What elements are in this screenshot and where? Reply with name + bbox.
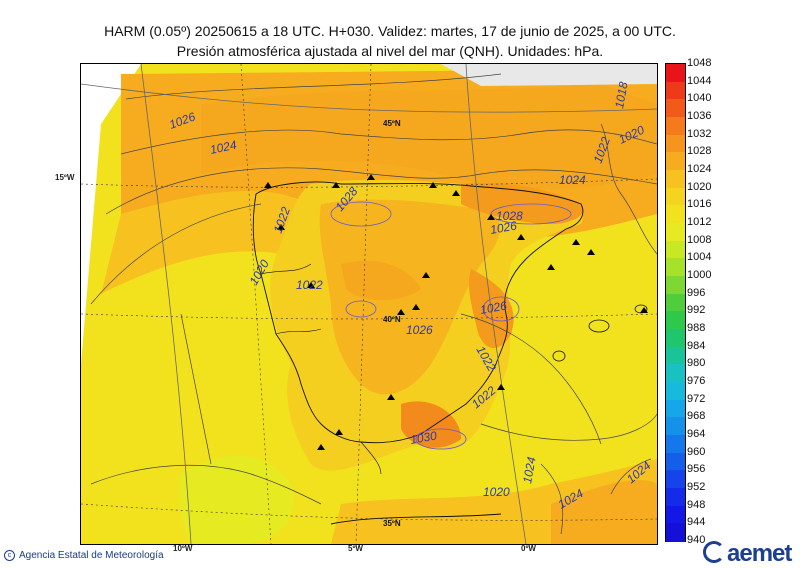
colorbar-tick: 1020 — [687, 180, 712, 193]
colorbar-tick: 988 — [687, 322, 706, 334]
agency-credit: c Agencia Estatal de Meteorología — [4, 550, 164, 561]
colorbar-tick: 960 — [687, 445, 706, 458]
colorbar-segment — [666, 117, 685, 136]
colorbar-segment — [666, 329, 685, 348]
isobar-label: 1022 — [296, 278, 323, 292]
colorbar-tick: 1032 — [687, 127, 712, 140]
colorbar-tick: 956 — [687, 463, 706, 476]
map-subtitle: Presión atmosférica ajustada al nivel de… — [176, 43, 604, 59]
colorbar-tick: 1000 — [687, 269, 712, 281]
colorbar-tick: 980 — [687, 357, 706, 370]
isobar-label: 1020 — [483, 485, 510, 499]
colorbar-segment — [666, 134, 685, 153]
aemet-logo: aemet — [703, 540, 792, 568]
colorbar-tick: 944 — [687, 516, 706, 529]
colorbar-segment — [666, 435, 685, 454]
colorbar-segment — [666, 311, 685, 330]
colorbar-segment — [666, 399, 685, 418]
logo-text: aemet — [727, 540, 792, 567]
colorbar-segment — [666, 99, 685, 118]
colorbar-tick: 972 — [687, 392, 706, 405]
colorbar-segment — [666, 417, 685, 436]
colorbar-tick: 940 — [687, 534, 706, 546]
colorbar-tick: 1012 — [687, 216, 712, 228]
isobar-label: 1026 — [479, 298, 508, 316]
colorbar-segment — [666, 81, 685, 100]
lon-label-10w: 10ºW — [173, 544, 193, 553]
aemet-swirl-icon — [703, 541, 725, 563]
copyright-icon: c — [4, 550, 15, 561]
colorbar-segment — [666, 293, 685, 312]
colorbar-tick: 952 — [687, 481, 706, 493]
isobar-label: 1018 — [612, 80, 630, 109]
colorbar-segment — [666, 170, 685, 189]
colorbar-tick: 1036 — [687, 110, 712, 122]
lat-label-35: 35ºN — [383, 519, 401, 528]
colorbar-tick: 1008 — [687, 233, 712, 246]
colorbar-segment — [666, 488, 685, 507]
colorbar-tick: 1016 — [687, 198, 712, 211]
colorbar-segment — [666, 187, 685, 206]
colorbar-segment — [666, 346, 685, 365]
lon-label-0w: 0ºW — [521, 544, 536, 553]
colorbar-segment — [666, 152, 685, 171]
colorbar-tick: 964 — [687, 428, 706, 440]
colorbar — [665, 63, 686, 542]
colorbar-segment — [666, 205, 685, 224]
colorbar-tick: 1024 — [687, 163, 712, 175]
colorbar-segment — [666, 64, 685, 83]
colorbar-segment — [666, 470, 685, 489]
colorbar-segment — [666, 364, 685, 383]
colorbar-segment — [666, 258, 685, 277]
isobar-label: 1024 — [559, 173, 586, 187]
colorbar-tick: 1048 — [687, 57, 712, 69]
colorbar-segment — [666, 276, 685, 295]
colorbar-tick: 1044 — [687, 74, 712, 87]
colorbar-tick: 968 — [687, 410, 706, 423]
colorbar-tick: 984 — [687, 339, 706, 352]
agency-name: Agencia Estatal de Meteorología — [19, 550, 164, 562]
colorbar-segment — [666, 240, 685, 259]
colorbar-segment — [666, 452, 685, 471]
colorbar-segment — [666, 382, 685, 401]
colorbar-segment — [666, 505, 685, 524]
colorbar-tick: 948 — [687, 498, 706, 511]
isobar-label: 1028 — [496, 209, 523, 223]
isobar-label: 1030 — [409, 428, 438, 446]
lon-label-5w: 5ºW — [348, 544, 363, 553]
isobar-label: 1024 — [209, 138, 238, 157]
colorbar-tick: 996 — [687, 286, 706, 299]
lat-label-40: 40ºN — [383, 315, 401, 324]
lat-label-45: 45ºN — [383, 119, 401, 128]
colorbar-tick: 1028 — [687, 145, 712, 158]
colorbar-segment — [666, 523, 685, 542]
map-title: HARM (0.05º) 20250615 a 18 UTC. H+030. V… — [104, 23, 676, 39]
colorbar-tick: 1004 — [687, 251, 712, 264]
isobar-label: 1026 — [489, 218, 518, 236]
isobar-label: 1024 — [520, 455, 538, 484]
colorbar-segment — [666, 223, 685, 242]
colorbar-tick: 992 — [687, 304, 706, 317]
colorbar-tick: 1040 — [687, 92, 712, 105]
isobar-label: 1026 — [406, 323, 433, 337]
pressure-map: 1026 1024 1022 1020 1028 1026 1022 1030 … — [80, 63, 658, 545]
lon-label-15w: 15ºW — [55, 173, 75, 182]
colorbar-tick: 976 — [687, 375, 706, 387]
